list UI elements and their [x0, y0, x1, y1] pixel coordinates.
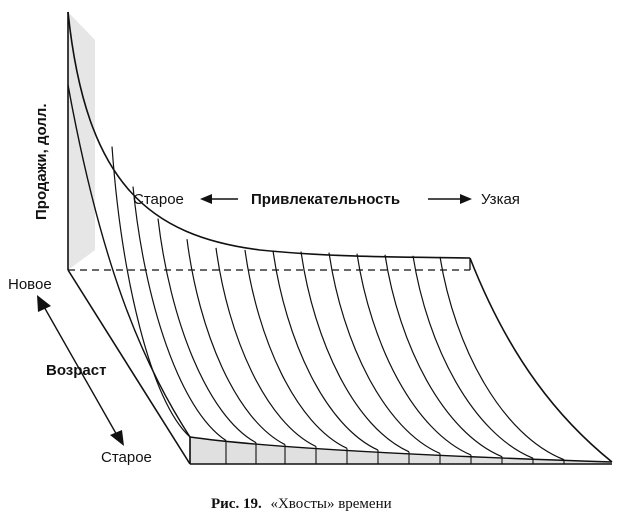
front-end-shading — [190, 437, 612, 464]
tail-rib — [186, 239, 286, 446]
tail-rib — [412, 255, 534, 459]
appeal-arrow-left-head — [200, 194, 212, 204]
floor-left-edge — [67, 269, 191, 465]
tail-rib — [272, 250, 379, 451]
tail-rib — [215, 247, 317, 448]
age-arrow-head-down — [110, 430, 124, 446]
age-label: Возраст — [46, 362, 106, 379]
age-arrow-line — [42, 304, 119, 438]
back-curve — [67, 11, 471, 259]
y-axis-label: Продажи, долл. — [33, 104, 50, 221]
tail-rib — [111, 146, 191, 438]
front-top-curve — [189, 436, 613, 463]
right-tail-curve — [469, 257, 613, 463]
narrow-label: Узкая — [481, 191, 520, 208]
tail-rib — [244, 249, 348, 449]
new-label: Новое — [8, 276, 52, 293]
tail-rib — [439, 256, 565, 461]
old-label-bottom: Старое — [101, 449, 152, 466]
tail-rib — [157, 218, 257, 444]
tail-rib — [132, 186, 227, 441]
tail-rib — [384, 254, 503, 458]
back-wall-shading — [68, 12, 95, 270]
tail-rib — [328, 252, 441, 454]
tail-rib — [300, 251, 410, 453]
inner-curve — [67, 84, 191, 438]
figure-caption: Рис. 19. «Хвосты» времени — [211, 496, 392, 512]
appeal-label: Привлекательность — [251, 191, 400, 208]
caption-text: «Хвосты» времени — [270, 496, 391, 512]
caption-prefix: Рис. 19. — [211, 496, 262, 512]
appeal-arrow-right-head — [460, 194, 472, 204]
tail-ribs — [111, 146, 565, 464]
age-arrow-head-up — [37, 295, 51, 312]
tail-rib — [356, 253, 472, 456]
old-label-top: Старое — [133, 191, 184, 208]
